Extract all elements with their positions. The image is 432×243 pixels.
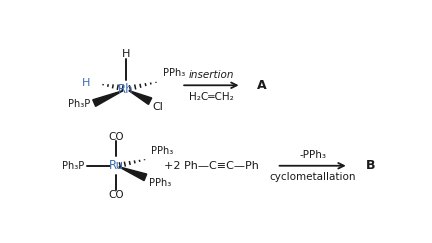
Text: H: H bbox=[82, 78, 90, 88]
Text: +2 Ph—C≡C—Ph: +2 Ph—C≡C—Ph bbox=[164, 161, 259, 171]
Text: Rh: Rh bbox=[118, 83, 134, 95]
Polygon shape bbox=[119, 167, 147, 181]
Text: B: B bbox=[365, 159, 375, 172]
Text: Cl: Cl bbox=[153, 102, 164, 112]
Polygon shape bbox=[129, 91, 152, 104]
Text: PPh₃: PPh₃ bbox=[151, 146, 173, 156]
Text: CO: CO bbox=[108, 132, 124, 142]
Text: H: H bbox=[122, 49, 130, 60]
Text: A: A bbox=[257, 79, 267, 92]
Text: Ph₃P: Ph₃P bbox=[62, 161, 84, 171]
Text: cyclometallation: cyclometallation bbox=[270, 172, 356, 182]
Polygon shape bbox=[93, 91, 123, 106]
Text: Ru: Ru bbox=[108, 159, 124, 172]
Text: H₂C═CH₂: H₂C═CH₂ bbox=[189, 92, 234, 102]
Text: -PPh₃: -PPh₃ bbox=[299, 150, 326, 160]
Text: PPh₃: PPh₃ bbox=[149, 178, 171, 188]
Text: CO: CO bbox=[108, 190, 124, 200]
Text: PPh₃: PPh₃ bbox=[163, 68, 185, 78]
Text: Ph₃P: Ph₃P bbox=[68, 99, 90, 109]
Text: insertion: insertion bbox=[189, 70, 234, 80]
